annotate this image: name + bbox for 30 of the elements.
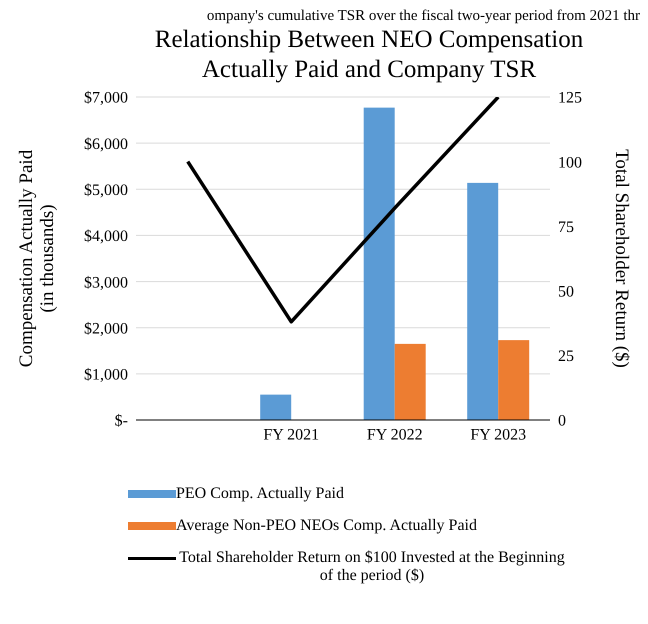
y-tick-label: $6,000: [84, 136, 128, 153]
x-tick-label: FY 2021: [263, 426, 320, 444]
y2-tick-label: 0: [558, 412, 566, 430]
x-tick-label: FY 2022: [366, 426, 423, 444]
y-tick-label: $4,000: [84, 228, 128, 246]
y2-tick-label: 75: [558, 218, 574, 236]
y2-tick-label: 100: [558, 154, 582, 172]
y-tick-label: $2,000: [84, 320, 128, 338]
y-axis-title: Compensation Actually Paid (in thousands): [16, 149, 58, 368]
legend-label: PEO Comp. Actually Paid: [176, 485, 344, 503]
y-tick-label: $3,000: [84, 274, 128, 292]
y2-tick-label: 50: [558, 283, 574, 300]
line-series: [186, 97, 500, 324]
y2-axis-title: Total Shareholder Return ($): [611, 149, 632, 368]
y-tick-label: $7,000: [84, 90, 128, 107]
bar: [498, 340, 530, 420]
text: ompany's cumulative TSR over the fiscal two-year period from 2021 thr: [206, 8, 640, 25]
bar: [260, 394, 292, 420]
y-tick-label: $-: [114, 412, 128, 430]
legend-label: Total Shareholder Return on $100 Invested at the Beginning of the period ($): [178, 549, 566, 585]
y2-tick-label: 125: [558, 90, 582, 107]
bar: [467, 182, 498, 420]
legend-label: Average Non-PEO NEOs Comp. Actually Paid: [176, 517, 477, 535]
y-tick-label: $5,000: [84, 182, 128, 199]
bar: [364, 108, 395, 420]
bar: [394, 344, 426, 420]
x-tick-label: FY 2023: [470, 426, 526, 444]
y-tick-label: $1,000: [84, 366, 128, 384]
chart-title: Relationship Between NEO Compensation Actually Paid and Company TSR: [154, 25, 584, 85]
y2-tick-label: 25: [558, 348, 574, 366]
